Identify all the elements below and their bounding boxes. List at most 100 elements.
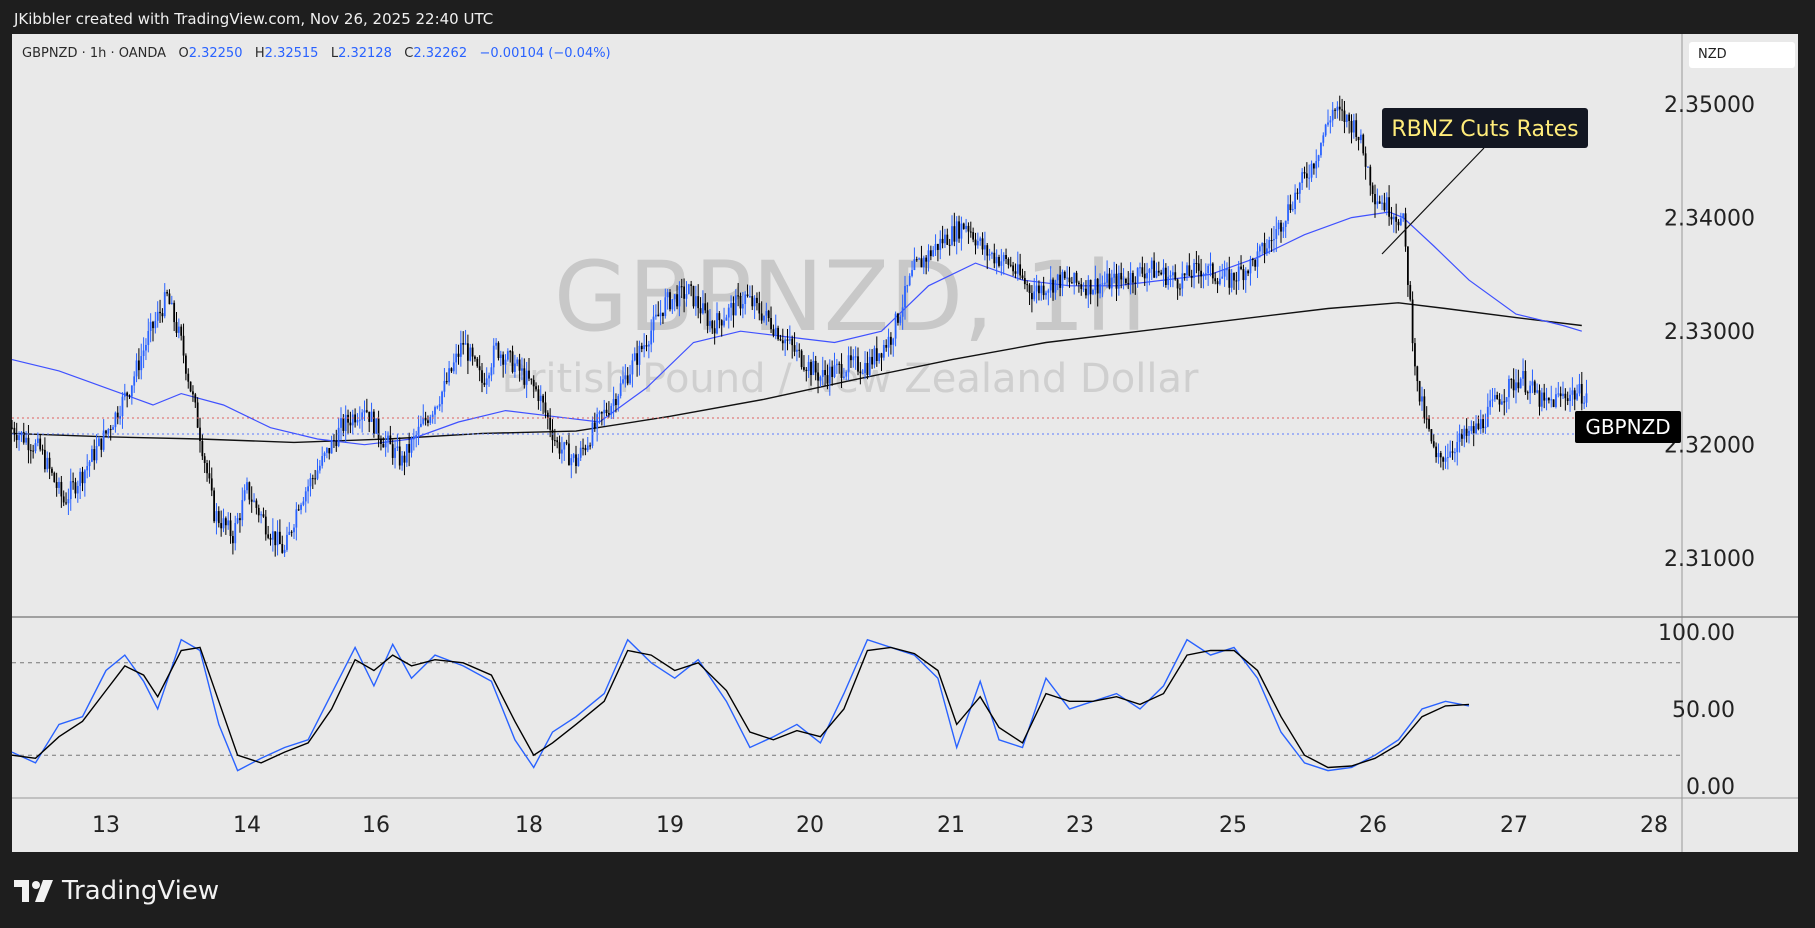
candle-body <box>1096 278 1099 294</box>
candle-body <box>189 381 192 392</box>
candle-body <box>1510 378 1513 380</box>
candle-body <box>915 259 918 261</box>
legend-low-label: L <box>330 46 339 61</box>
candle-body <box>638 345 641 365</box>
candle-body <box>951 226 953 245</box>
candle-body <box>525 370 528 385</box>
candle-body <box>694 296 697 307</box>
candle-body <box>69 481 72 500</box>
candle-body <box>363 410 366 413</box>
candle-body <box>699 308 702 314</box>
candle-body <box>793 345 796 352</box>
candle-body <box>873 348 876 365</box>
candle-body <box>192 391 194 395</box>
candle-body <box>1110 277 1113 289</box>
candle-body <box>290 531 293 533</box>
legend-close-label: C <box>404 46 414 61</box>
candle-body <box>1226 269 1228 271</box>
candle-body <box>44 449 46 470</box>
candle-body <box>1273 238 1275 241</box>
annotation-box[interactable] <box>1382 108 1588 148</box>
chart-panel[interactable] <box>12 34 1798 852</box>
candle-body <box>196 402 199 428</box>
candle-body <box>861 373 864 375</box>
candle-body <box>1327 122 1329 125</box>
candle-body <box>1066 277 1069 279</box>
time-tick-5: 20 <box>796 813 824 838</box>
candle-body <box>1247 270 1249 274</box>
currency-selector[interactable]: NZD <box>1689 42 1795 68</box>
candle-body <box>814 360 817 373</box>
candle-body <box>1179 288 1181 290</box>
candle-body <box>1409 284 1412 300</box>
candle-body <box>685 294 688 299</box>
candle-body <box>1571 390 1574 395</box>
candle-body <box>163 292 166 317</box>
candle-body <box>1533 381 1536 393</box>
candle-body <box>969 231 972 233</box>
candle-body <box>1172 272 1174 276</box>
stoch-tick-2: 0.00 <box>1686 775 1735 800</box>
candle-body <box>939 238 942 250</box>
candle-body <box>260 514 262 516</box>
candle-body <box>199 427 201 441</box>
candle-body <box>967 225 970 232</box>
candle-body <box>1522 370 1524 379</box>
candle-body <box>974 239 977 246</box>
candle-body <box>147 330 150 345</box>
candle-body <box>488 375 490 379</box>
candle-body <box>1569 394 1571 402</box>
candle-body <box>1080 284 1083 289</box>
candle-body <box>1562 393 1564 397</box>
candle-body <box>337 427 340 447</box>
candle-body <box>774 327 777 336</box>
candle-body <box>182 335 185 356</box>
candle-body <box>232 536 234 544</box>
candle-body <box>741 303 744 309</box>
ohlc-legend[interactable]: GBPNZD · 1h · OANDA O2.32250 H2.32515 L2… <box>22 46 611 61</box>
candle-body <box>929 250 932 257</box>
candle-body <box>1202 273 1205 277</box>
candle-body <box>142 350 145 357</box>
candle-body <box>1383 202 1386 211</box>
candle-body <box>1303 172 1306 174</box>
candle-body <box>605 409 608 414</box>
candle-body <box>568 443 570 466</box>
candle-body <box>318 465 321 471</box>
candle-body <box>215 511 218 522</box>
candle-body <box>452 362 455 372</box>
candle-body <box>810 361 812 376</box>
candle-body <box>417 426 420 435</box>
candle-body <box>408 444 411 453</box>
candle-body <box>847 355 850 372</box>
candle-body <box>154 320 157 329</box>
candle-body <box>572 454 575 459</box>
candle-body <box>1073 272 1076 284</box>
candle-body <box>1002 255 1005 262</box>
candle-body <box>857 356 859 372</box>
candle-body <box>1228 269 1231 288</box>
candle-body <box>1021 275 1024 279</box>
candle-body <box>657 314 660 317</box>
candle-body <box>904 286 906 308</box>
candle-body <box>161 313 164 317</box>
candle-body <box>687 284 690 295</box>
candle-body <box>1007 258 1010 265</box>
candle-body <box>1367 166 1369 168</box>
candle-body <box>1454 452 1456 454</box>
stoch-tick-1: 50.00 <box>1672 698 1735 723</box>
candle-body <box>993 252 996 264</box>
time-tick-10: 27 <box>1500 813 1528 838</box>
candle-body <box>1256 251 1259 267</box>
candle-body <box>911 270 913 276</box>
candle-body <box>521 368 523 371</box>
candle-body <box>168 293 171 305</box>
candle-body <box>1305 173 1308 179</box>
candle-body <box>1381 202 1383 204</box>
candle-body <box>1519 378 1522 389</box>
candle-body <box>575 454 577 467</box>
tradingview-branding[interactable]: TradingView <box>14 876 219 906</box>
candle-body <box>1576 393 1578 400</box>
symbol-price-tag[interactable] <box>1575 411 1681 443</box>
